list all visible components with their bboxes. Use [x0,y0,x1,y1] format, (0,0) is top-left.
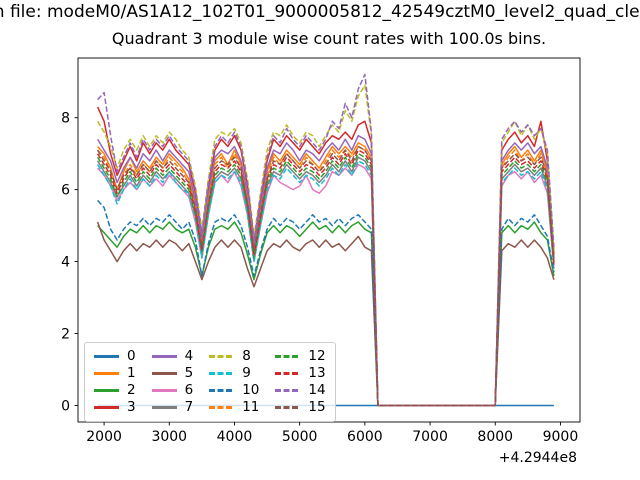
legend-label: 7 [184,398,194,415]
legend-entry-1: 1 [94,365,136,382]
legend-line-swatch [94,355,119,358]
legend-line-swatch [151,355,177,358]
legend-line-swatch [151,372,177,375]
x-tick-label: 6000 [347,429,383,445]
x-tick-label: 4000 [217,429,253,445]
legend-label: 9 [242,364,251,381]
legend-label: 1 [127,364,136,381]
x-tick-label: 3000 [151,429,187,445]
legend-line-swatch [209,406,235,409]
legend-line-swatch [275,355,301,358]
legend-entry-7: 7 [151,398,194,416]
legend-label: 10 [242,381,260,398]
legend-line-swatch [151,406,177,409]
series-line-15 [96,145,555,407]
legend-entry-10: 10 [209,382,259,399]
legend-line-swatch [94,406,119,409]
axes-title: Quadrant 3 module wise count rates with … [111,29,547,48]
x-tick-label: 7000 [412,429,448,445]
legend-line-swatch [94,389,119,392]
legend-label: 8 [242,347,251,364]
legend-entry-2: 2 [94,382,136,399]
y-tick-label: 2 [61,327,70,343]
legend-entry-5: 5 [151,364,194,382]
legend-line-swatch [209,355,235,358]
series-line-10 [97,199,555,407]
legend-label: 14 [308,381,326,398]
legend-label: 6 [184,381,194,398]
legend-label: 12 [308,347,326,364]
legend-line-swatch [151,389,177,392]
legend-label: 3 [127,398,136,415]
legend-entry-3: 3 [94,399,136,416]
legend-line-swatch [209,389,235,392]
legend-entry-6: 6 [151,381,194,399]
legend-entry-0: 0 [94,348,136,365]
legend-entry-13: 13 [275,364,326,382]
legend-label: 15 [308,398,326,415]
legend-entry-8: 8 [209,348,259,365]
x-tick-label: 8000 [477,429,513,445]
legend-entry-12: 12 [275,347,326,365]
legend-label: 0 [127,347,136,364]
legend-entry-15: 15 [275,398,326,416]
legend-label: 5 [184,364,194,381]
y-tick-label: 0 [61,398,70,414]
y-tick-label: 4 [61,255,70,271]
legend: 0 1 2 3 4 5 6 7 8 9 10 11 12 13 14 15 [84,342,336,422]
legend-entry-14: 14 [275,381,326,399]
y-tick-label: 6 [61,183,70,199]
legend-entry-9: 9 [209,365,259,382]
legend-label: 11 [242,398,260,415]
legend-line-swatch [275,372,301,375]
y-tick-label: 8 [61,111,70,127]
legend-line-swatch [275,406,301,409]
legend-line-swatch [275,389,301,392]
x-tick-label: 9000 [543,429,579,445]
legend-line-swatch [209,372,235,375]
legend-label: 13 [308,364,326,381]
x-tick-label: 5000 [282,429,318,445]
legend-label: 2 [127,381,136,398]
legend-entry-11: 11 [209,399,259,416]
figure-title: m file: modeM0/AS1A12_102T01_9000005812_… [0,2,640,22]
legend-label: 4 [184,347,194,364]
x-tick-label: 2000 [86,429,122,445]
x-offset-label: +4.2944e8 [499,450,577,466]
legend-line-swatch [94,372,119,375]
axes-frame [77,57,581,423]
legend-entry-4: 4 [151,347,194,365]
